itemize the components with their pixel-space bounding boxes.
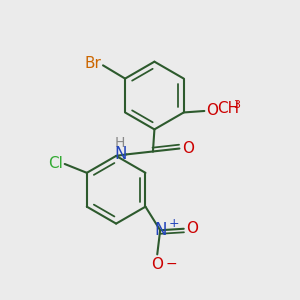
Text: −: − (166, 257, 177, 271)
Text: 3: 3 (233, 100, 240, 110)
Text: CH: CH (218, 100, 240, 116)
Text: O: O (182, 141, 194, 156)
Text: +: + (168, 217, 179, 230)
Text: O: O (206, 103, 218, 118)
Text: Cl: Cl (48, 157, 63, 172)
Text: H: H (115, 136, 125, 150)
Text: N: N (114, 146, 126, 164)
Text: O: O (151, 257, 163, 272)
Text: O: O (186, 221, 198, 236)
Text: N: N (154, 221, 167, 239)
Text: Br: Br (85, 56, 101, 71)
